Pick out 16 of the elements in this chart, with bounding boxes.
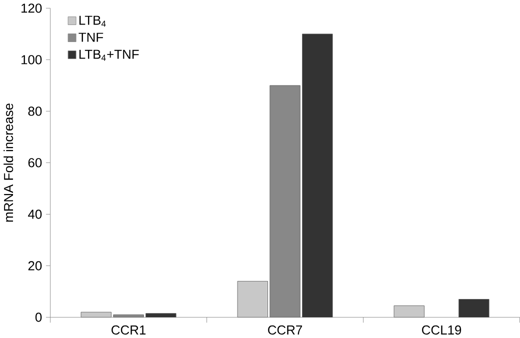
y-tick-label: 40 [28, 210, 42, 219]
legend-label: LTB$_{4}$ [79, 16, 106, 27]
bar [394, 305, 424, 318]
bar [458, 298, 490, 318]
y-axis-title: mRNA Fold increase [4, 103, 14, 222]
legend-label: LTB$_{4}$+TNF [79, 50, 139, 61]
x-tick-label: CCL19 [422, 325, 462, 334]
y-tick-label: 100 [22, 55, 42, 64]
y-tick-label: 0 [35, 312, 42, 322]
y-tick-label: 120 [22, 4, 42, 13]
y-tick-label: 80 [28, 106, 42, 116]
y-tick-label: 20 [28, 261, 42, 270]
x-tick-label: CCR1 [112, 325, 146, 334]
y-tick-label: 60 [28, 158, 42, 168]
x-tick-label: CCR7 [268, 325, 302, 334]
legend-label: TNF [78, 32, 104, 42]
